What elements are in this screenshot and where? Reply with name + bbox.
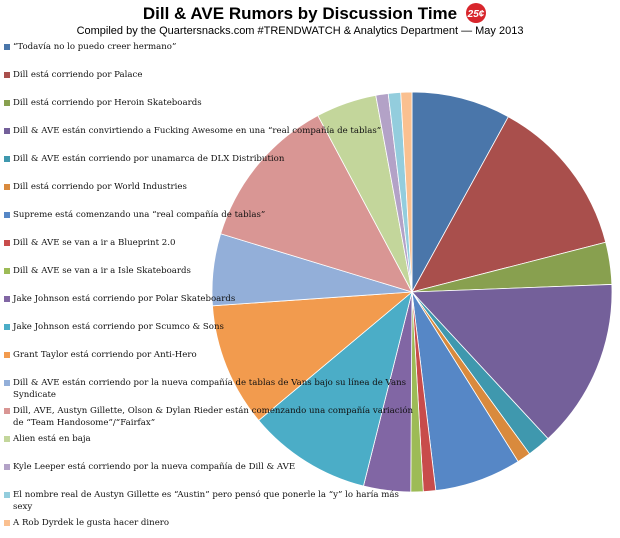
legend-item: Grant Taylor está corriendo por Anti-Her… [4, 349, 424, 361]
legend-item: El nombre real de Austyn Gillette es “Au… [4, 489, 424, 513]
legend-item: Dill está corriendo por World Industries [4, 181, 424, 193]
legend-label: Dill & AVE están corriendo por unamarca … [13, 154, 285, 164]
legend-label: Jake Johnson está corriendo por Polar Sk… [13, 294, 236, 304]
legend-swatch [4, 520, 10, 526]
legend-swatch [4, 72, 10, 78]
pie-slice [212, 291, 414, 422]
legend-item: A Rob Dyrdek le gusta hacer dinero [4, 517, 424, 529]
legend-label: Dill & AVE se van a ir a Isle Skateboard… [13, 266, 191, 276]
legend-swatch [4, 100, 10, 106]
pie-slice [411, 91, 509, 293]
legend-swatch [4, 156, 10, 162]
legend-swatch [4, 128, 10, 134]
legend-swatch [4, 268, 10, 274]
legend-label: Grant Taylor está corriendo por Anti-Her… [13, 350, 197, 360]
legend-label: Dill está corriendo por Heroin Skateboar… [13, 98, 202, 108]
legend-swatch [4, 44, 10, 50]
legend-swatch [4, 408, 10, 414]
legend-label: Dill & AVE están corriendo por la nueva … [13, 378, 407, 400]
legend-item: Kyle Leeper está corriendo por la nueva … [4, 461, 424, 473]
legend-label: Dill, AVE, Austyn Gillette, Olson & Dyla… [13, 406, 414, 428]
badge-text: 25¢ [467, 9, 485, 20]
pie-slice [220, 115, 413, 293]
legend-swatch [4, 212, 10, 218]
legend-label: El nombre real de Austyn Gillette es “Au… [13, 490, 399, 512]
legend-label: A Rob Dyrdek le gusta hacer dinero [13, 518, 170, 528]
legend-item: Dill & AVE se van a ir a Blueprint 2.0 [4, 237, 424, 249]
legend-swatch [4, 296, 10, 302]
legend-label: Supreme está comenzando una “real compañ… [13, 210, 266, 220]
legend-swatch [4, 324, 10, 330]
legend-item: Supreme está comenzando una “real compañ… [4, 209, 424, 221]
pie [211, 91, 613, 493]
badge [466, 3, 486, 23]
legend-item: Dill & AVE están corriendo por la nueva … [4, 377, 424, 401]
legend-label: “Todavía no lo puedo creer hermano” [13, 42, 177, 52]
legend-swatch [4, 492, 10, 498]
legend-item: Dill, AVE, Austyn Gillette, Olson & Dyla… [4, 405, 424, 429]
legend-item: Dill & AVE se van a ir a Isle Skateboard… [4, 265, 424, 277]
legend-label: Dill está corriendo por World Industries [13, 182, 187, 192]
legend-swatch [4, 380, 10, 386]
pie-slice [258, 290, 413, 487]
legend-item: Dill & AVE están corriendo por unamarca … [4, 153, 424, 165]
legend-swatch [4, 184, 10, 190]
legend-item: Jake Johnson está corriendo por Polar Sk… [4, 293, 424, 305]
chart-subtitle: Compiled by the Quartersnacks.com #TREND… [77, 25, 524, 37]
legend-label: Alien está en baja [13, 434, 91, 444]
pie-slice [411, 284, 613, 440]
legend-item: “Todavía no lo puedo creer hermano” [4, 41, 424, 53]
legend-label: Dill está corriendo por Palace [13, 70, 143, 80]
legend-label: Jake Johnson está corriendo por Scumco &… [13, 322, 224, 332]
legend-swatch [4, 436, 10, 442]
pie-slice [400, 91, 413, 293]
legend-item: Dill & AVE están convirtiendo a Fucking … [4, 125, 424, 137]
chart-title: Dill & AVE Rumors by Discussion Time [143, 4, 457, 23]
legend-item: Dill está corriendo por Palace [4, 69, 424, 81]
legend-swatch [4, 464, 10, 470]
legend-item: Alien está en baja [4, 433, 424, 445]
legend-item: Dill está corriendo por Heroin Skateboar… [4, 97, 424, 109]
legend-item: Jake Johnson está corriendo por Scumco &… [4, 321, 424, 333]
legend-label: Dill & AVE se van a ir a Blueprint 2.0 [13, 238, 176, 248]
legend-swatch [4, 240, 10, 246]
legend-label: Dill & AVE están convirtiendo a Fucking … [13, 126, 382, 136]
legend-label: Kyle Leeper está corriendo por la nueva … [13, 462, 296, 472]
legend-swatch [4, 352, 10, 358]
pie-slice [411, 116, 607, 293]
